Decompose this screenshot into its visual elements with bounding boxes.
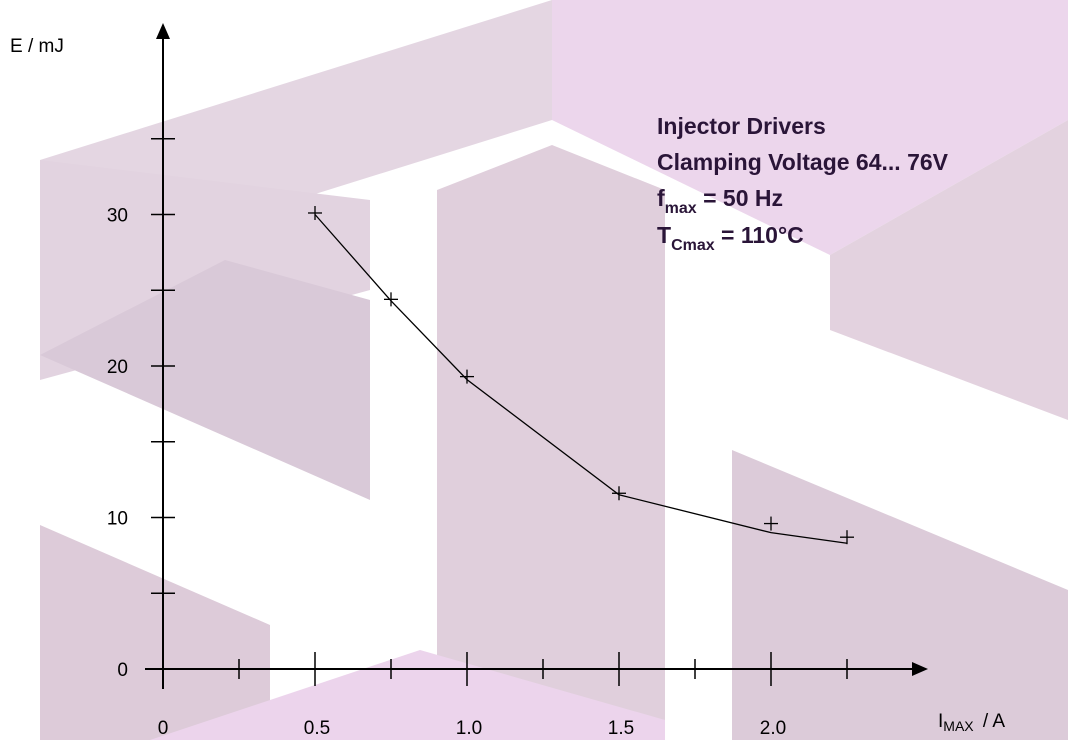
series-line	[314, 214, 848, 544]
x-tick-label: 0.5	[304, 718, 330, 739]
watermark-logo	[40, 0, 1068, 740]
ticks	[151, 138, 848, 686]
data-point-marker	[612, 486, 626, 501]
x-tick-label: 1.0	[456, 718, 482, 739]
watermark-shape-bottom-left	[40, 525, 270, 740]
x-tick-label: 2.0	[760, 718, 786, 739]
y-tick-label: 20	[107, 357, 128, 378]
annotation-line-4: TCmax = 110°C	[657, 222, 804, 254]
axes	[145, 23, 928, 689]
y-axis-label: E / mJ	[10, 36, 64, 57]
watermark-shape-bottom-strip	[150, 650, 665, 740]
annotation-block: Injector Drivers Clamping Voltage 64... …	[657, 113, 949, 254]
watermark-shape-center	[437, 145, 665, 720]
y-axis-arrow	[156, 23, 170, 39]
data-point-marker	[764, 516, 778, 531]
series-polyline	[314, 214, 848, 544]
x-axis-label: IMAX / A	[938, 711, 1005, 734]
y-tick-label: 10	[107, 509, 128, 530]
annotation-line-3: fmax = 50 Hz	[657, 185, 783, 217]
annotation-line-2: Clamping Voltage 64... 76V	[657, 149, 949, 175]
y-tick-label: 0	[117, 660, 128, 681]
watermark-shape-top-right	[552, 0, 1068, 255]
watermark-shape-right	[830, 120, 1068, 420]
data-point-marker	[384, 292, 398, 307]
watermark-shape-left-dark	[40, 260, 370, 500]
series-markers	[308, 205, 854, 545]
annotation-line-3-main: f	[657, 185, 665, 211]
x-axis-arrow	[912, 662, 928, 676]
x-tick-label: 1.5	[608, 718, 634, 739]
annotation-line-4-rest: = 110°C	[715, 222, 804, 248]
x-axis-label-main: I	[938, 711, 943, 732]
tick-labels: 0 10 20 30 0 0.5 1.0 1.5 2.0	[107, 206, 786, 740]
annotation-line-4-main: T	[657, 222, 671, 248]
x-axis-label-unit: / A	[978, 711, 1006, 732]
data-point-marker	[308, 205, 322, 220]
x-axis-label-sub: MAX	[943, 718, 974, 734]
y-tick-label: 30	[107, 206, 128, 227]
watermark-shape-bottom-right	[732, 450, 1068, 740]
annotation-line-1: Injector Drivers	[657, 113, 826, 139]
x-tick-label: 0	[158, 718, 169, 739]
annotation-line-3-rest: = 50 Hz	[697, 185, 783, 211]
data-point-marker	[840, 530, 854, 545]
data-point-marker	[460, 369, 474, 384]
annotation-line-4-sub: Cmax	[671, 237, 715, 254]
annotation-line-3-sub: max	[665, 200, 697, 217]
